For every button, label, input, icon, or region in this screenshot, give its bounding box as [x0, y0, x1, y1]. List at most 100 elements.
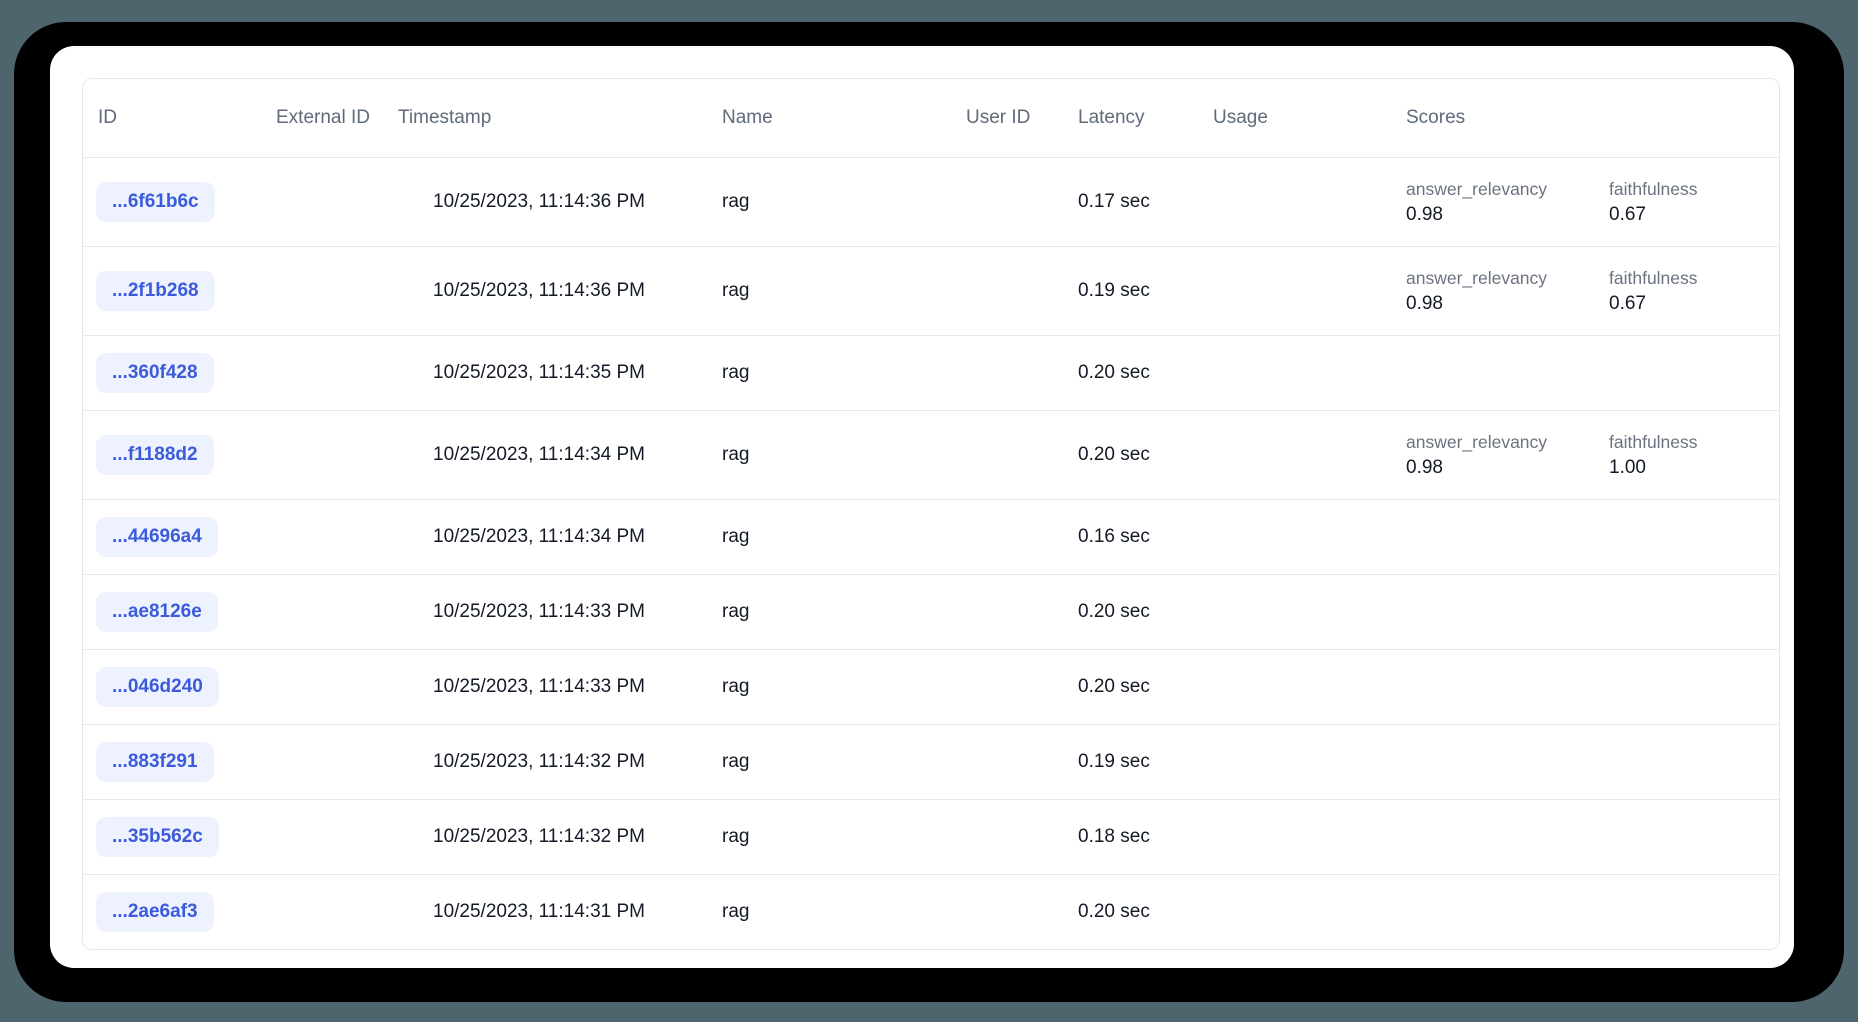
column-header-user-id: User ID	[966, 107, 1031, 128]
trace-id-cell: ...046d240	[83, 650, 276, 725]
trace-id-link[interactable]: ...6f61b6c	[96, 182, 215, 222]
table-row[interactable]: ...883f291 10/25/2023, 11:14:32 PM rag 0…	[83, 724, 1779, 800]
external-id-cell	[276, 800, 398, 875]
table-row[interactable]: ...2f1b268 10/25/2023, 11:14:36 PM rag 0…	[83, 246, 1779, 336]
trace-id-cell: ...f1188d2	[83, 411, 276, 500]
column-header-usage: Usage	[1213, 107, 1268, 128]
usage-cell	[1213, 336, 1406, 411]
name-cell: rag	[722, 826, 750, 847]
score-value: 0.98	[1406, 292, 1443, 314]
scores-cell	[1406, 800, 1779, 875]
table-row[interactable]: ...35b562c 10/25/2023, 11:14:32 PM rag 0…	[83, 799, 1779, 875]
timestamp-cell: 10/25/2023, 11:14:32 PM	[433, 751, 645, 772]
timestamp-cell: 10/25/2023, 11:14:36 PM	[433, 280, 645, 301]
trace-id-link[interactable]: ...883f291	[96, 742, 214, 782]
score-faithfulness: faithfulness 1.00	[1609, 432, 1698, 479]
trace-id-cell: ...44696a4	[83, 500, 276, 575]
table-row[interactable]: ...6f61b6c 10/25/2023, 11:14:36 PM rag 0…	[83, 157, 1779, 247]
trace-id-link[interactable]: ...ae8126e	[96, 592, 218, 632]
latency-cell: 0.20 sec	[1078, 362, 1150, 383]
latency-cell: 0.19 sec	[1078, 751, 1150, 772]
trace-id-cell: ...ae8126e	[83, 575, 276, 650]
user-id-cell	[966, 725, 1078, 800]
trace-id-link[interactable]: ...44696a4	[96, 517, 218, 557]
score-value: 0.67	[1609, 292, 1646, 314]
timestamp-cell: 10/25/2023, 11:14:35 PM	[433, 362, 645, 383]
timestamp-cell: 10/25/2023, 11:14:33 PM	[433, 676, 645, 697]
score-label: faithfulness	[1609, 431, 1698, 452]
external-id-cell	[276, 875, 398, 950]
name-cell: rag	[722, 676, 750, 697]
timestamp-cell: 10/25/2023, 11:14:34 PM	[433, 526, 645, 547]
table-row[interactable]: ...360f428 10/25/2023, 11:14:35 PM rag 0…	[83, 335, 1779, 411]
score-label: faithfulness	[1609, 178, 1698, 199]
name-cell: rag	[722, 191, 750, 212]
trace-id-cell: ...2f1b268	[83, 247, 276, 336]
latency-cell: 0.16 sec	[1078, 526, 1150, 547]
scores-cell: answer_relevancy 0.98 faithfulness 1.00	[1406, 411, 1779, 500]
external-id-cell	[276, 500, 398, 575]
timestamp-cell: 10/25/2023, 11:14:33 PM	[433, 601, 645, 622]
name-cell: rag	[722, 901, 750, 922]
external-id-cell	[276, 158, 398, 247]
name-cell: rag	[722, 280, 750, 301]
table-row[interactable]: ...44696a4 10/25/2023, 11:14:34 PM rag 0…	[83, 499, 1779, 575]
score-label: answer_relevancy	[1406, 178, 1548, 199]
table-row[interactable]: ...ae8126e 10/25/2023, 11:14:33 PM rag 0…	[83, 574, 1779, 650]
score-value: 0.98	[1406, 456, 1443, 478]
scores-cell	[1406, 650, 1779, 725]
name-cell: rag	[722, 601, 750, 622]
score-faithfulness: faithfulness 0.67	[1609, 268, 1698, 315]
scores-cell: answer_relevancy 0.98 faithfulness 0.67	[1406, 158, 1779, 247]
latency-cell: 0.17 sec	[1078, 191, 1150, 212]
column-header-external-id: External ID	[276, 107, 370, 128]
name-cell: rag	[722, 526, 750, 547]
trace-id-link[interactable]: ...2f1b268	[96, 271, 215, 311]
scores-cell	[1406, 875, 1779, 950]
trace-id-link[interactable]: ...f1188d2	[96, 435, 214, 475]
user-id-cell	[966, 500, 1078, 575]
app-card: ID External ID Timestamp Name User ID La…	[50, 46, 1794, 968]
trace-id-link[interactable]: ...046d240	[96, 667, 219, 707]
external-id-cell	[276, 575, 398, 650]
latency-cell: 0.20 sec	[1078, 676, 1150, 697]
name-cell: rag	[722, 751, 750, 772]
user-id-cell	[966, 158, 1078, 247]
external-id-cell	[276, 650, 398, 725]
scores-cell	[1406, 575, 1779, 650]
column-header-timestamp: Timestamp	[398, 107, 492, 128]
latency-cell: 0.20 sec	[1078, 901, 1150, 922]
column-header-scores: Scores	[1406, 107, 1466, 128]
trace-id-link[interactable]: ...360f428	[96, 353, 214, 393]
table-row[interactable]: ...046d240 10/25/2023, 11:14:33 PM rag 0…	[83, 649, 1779, 725]
traces-table: ID External ID Timestamp Name User ID La…	[83, 79, 1779, 949]
user-id-cell	[966, 800, 1078, 875]
column-header-latency: Latency	[1078, 107, 1145, 128]
trace-id-link[interactable]: ...2ae6af3	[96, 892, 214, 932]
trace-id-link[interactable]: ...35b562c	[96, 817, 219, 857]
user-id-cell	[966, 247, 1078, 336]
traces-table-container: ID External ID Timestamp Name User ID La…	[82, 78, 1780, 950]
column-header-id: ID	[98, 107, 117, 128]
usage-cell	[1213, 875, 1406, 950]
timestamp-cell: 10/25/2023, 11:14:34 PM	[433, 444, 645, 465]
column-header-name: Name	[722, 107, 773, 128]
latency-cell: 0.20 sec	[1078, 601, 1150, 622]
latency-cell: 0.19 sec	[1078, 280, 1150, 301]
user-id-cell	[966, 650, 1078, 725]
name-cell: rag	[722, 362, 750, 383]
scores-cell	[1406, 500, 1779, 575]
table-row[interactable]: ...2ae6af3 10/25/2023, 11:14:31 PM rag 0…	[83, 874, 1779, 950]
table-row[interactable]: ...f1188d2 10/25/2023, 11:14:34 PM rag 0…	[83, 410, 1779, 500]
score-answer-relevancy: answer_relevancy 0.98	[1406, 268, 1609, 315]
score-answer-relevancy: answer_relevancy 0.98	[1406, 432, 1609, 479]
score-label: answer_relevancy	[1406, 267, 1548, 288]
name-cell: rag	[722, 444, 750, 465]
latency-cell: 0.20 sec	[1078, 444, 1150, 465]
table-header-row: ID External ID Timestamp Name User ID La…	[83, 79, 1779, 158]
user-id-cell	[966, 411, 1078, 500]
user-id-cell	[966, 875, 1078, 950]
timestamp-cell: 10/25/2023, 11:14:32 PM	[433, 826, 645, 847]
timestamp-cell: 10/25/2023, 11:14:31 PM	[433, 901, 645, 922]
